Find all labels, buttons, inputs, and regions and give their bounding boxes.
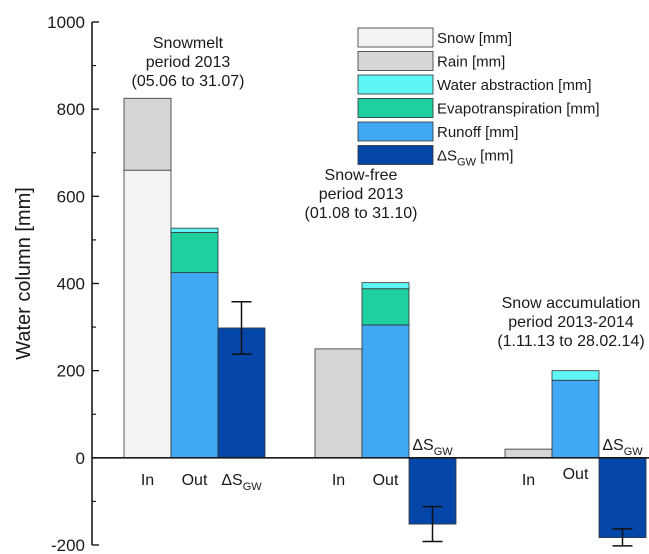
category-label: Out (373, 472, 399, 489)
period-annotation: (05.06 to 31.07) (132, 73, 245, 90)
category-label-main: ΔS (412, 437, 433, 454)
bar-segment-abstraction (361, 282, 410, 290)
bar-segment-runoff (551, 379, 600, 459)
bar-segment-snow (123, 169, 172, 459)
category-label-subscript: GW (243, 481, 263, 493)
y-tick-label: 800 (57, 100, 85, 119)
legend-swatch-abstraction (357, 74, 434, 95)
bar-segment-runoff (361, 324, 410, 459)
category-label: ΔSGW (221, 472, 262, 493)
category-label: Out (182, 472, 208, 489)
category-label: In (141, 472, 154, 489)
category-label-subscript: GW (624, 446, 644, 458)
bar-segment-rain (314, 348, 363, 459)
legend-label-abstraction: Water abstraction [mm] (437, 77, 591, 94)
legend-swatch-rain (357, 51, 434, 71)
bar-segment-et (361, 288, 410, 326)
bar-segment-rain (123, 97, 172, 171)
y-tick-label: 600 (57, 187, 85, 206)
category-label: In (522, 472, 535, 489)
y-axis-label: Water column [mm] (13, 187, 35, 360)
bar-segment-rain (504, 448, 553, 459)
y-tick-label: -200 (51, 536, 85, 554)
y-tick-label: 200 (57, 362, 85, 381)
period-annotation: (01.08 to 31.10) (305, 205, 418, 222)
period-annotation: Snow-free (325, 167, 398, 184)
legend-label-et: Evapotranspiration [mm] (437, 101, 600, 118)
legend-swatch-snow (357, 27, 434, 48)
bar-segment-et (170, 232, 219, 274)
legend-swatch-et (357, 98, 434, 118)
category-label: ΔSGW (412, 437, 453, 458)
legend-label-runoff: Runoff [mm] (437, 124, 518, 141)
legend-swatch-runoff (357, 121, 434, 142)
bar-segment-runoff (170, 272, 219, 459)
category-label: Out (563, 466, 589, 483)
y-tick-label: 1000 (47, 13, 85, 32)
legend-label-dsgw-main: ΔS (437, 148, 457, 165)
category-label-main: ΔS (221, 472, 242, 489)
category-label-subscript: GW (434, 446, 454, 458)
period-annotation: Snowmelt (153, 35, 224, 52)
category-label-main: ΔS (602, 437, 623, 454)
legend-label-dsgw-subscript: GW (457, 157, 477, 169)
period-annotation: period 2013 (319, 186, 404, 203)
period-annotation: period 2013 (146, 54, 231, 71)
period-annotation: period 2013-2014 (508, 314, 634, 331)
y-tick-label: 0 (76, 449, 85, 468)
period-annotation: (1.11.13 to 28.02.14) (497, 333, 644, 350)
category-label: ΔSGW (602, 437, 643, 458)
legend-label-dsgw: ΔSGW [mm] (437, 148, 513, 169)
bar-segment-abstraction (170, 227, 219, 233)
category-label: In (332, 472, 345, 489)
period-annotation: Snow accumulation (502, 295, 641, 312)
legend-label-dsgw-suffix: [mm] (476, 148, 514, 165)
bar-segment-dsgw (598, 457, 647, 538)
bar-segment-abstraction (551, 370, 600, 381)
legend-swatch-dsgw (357, 145, 434, 165)
y-tick-label: 400 (57, 275, 85, 294)
legend-label-rain: Rain [mm] (437, 54, 505, 71)
legend-label-snow: Snow [mm] (437, 30, 512, 47)
